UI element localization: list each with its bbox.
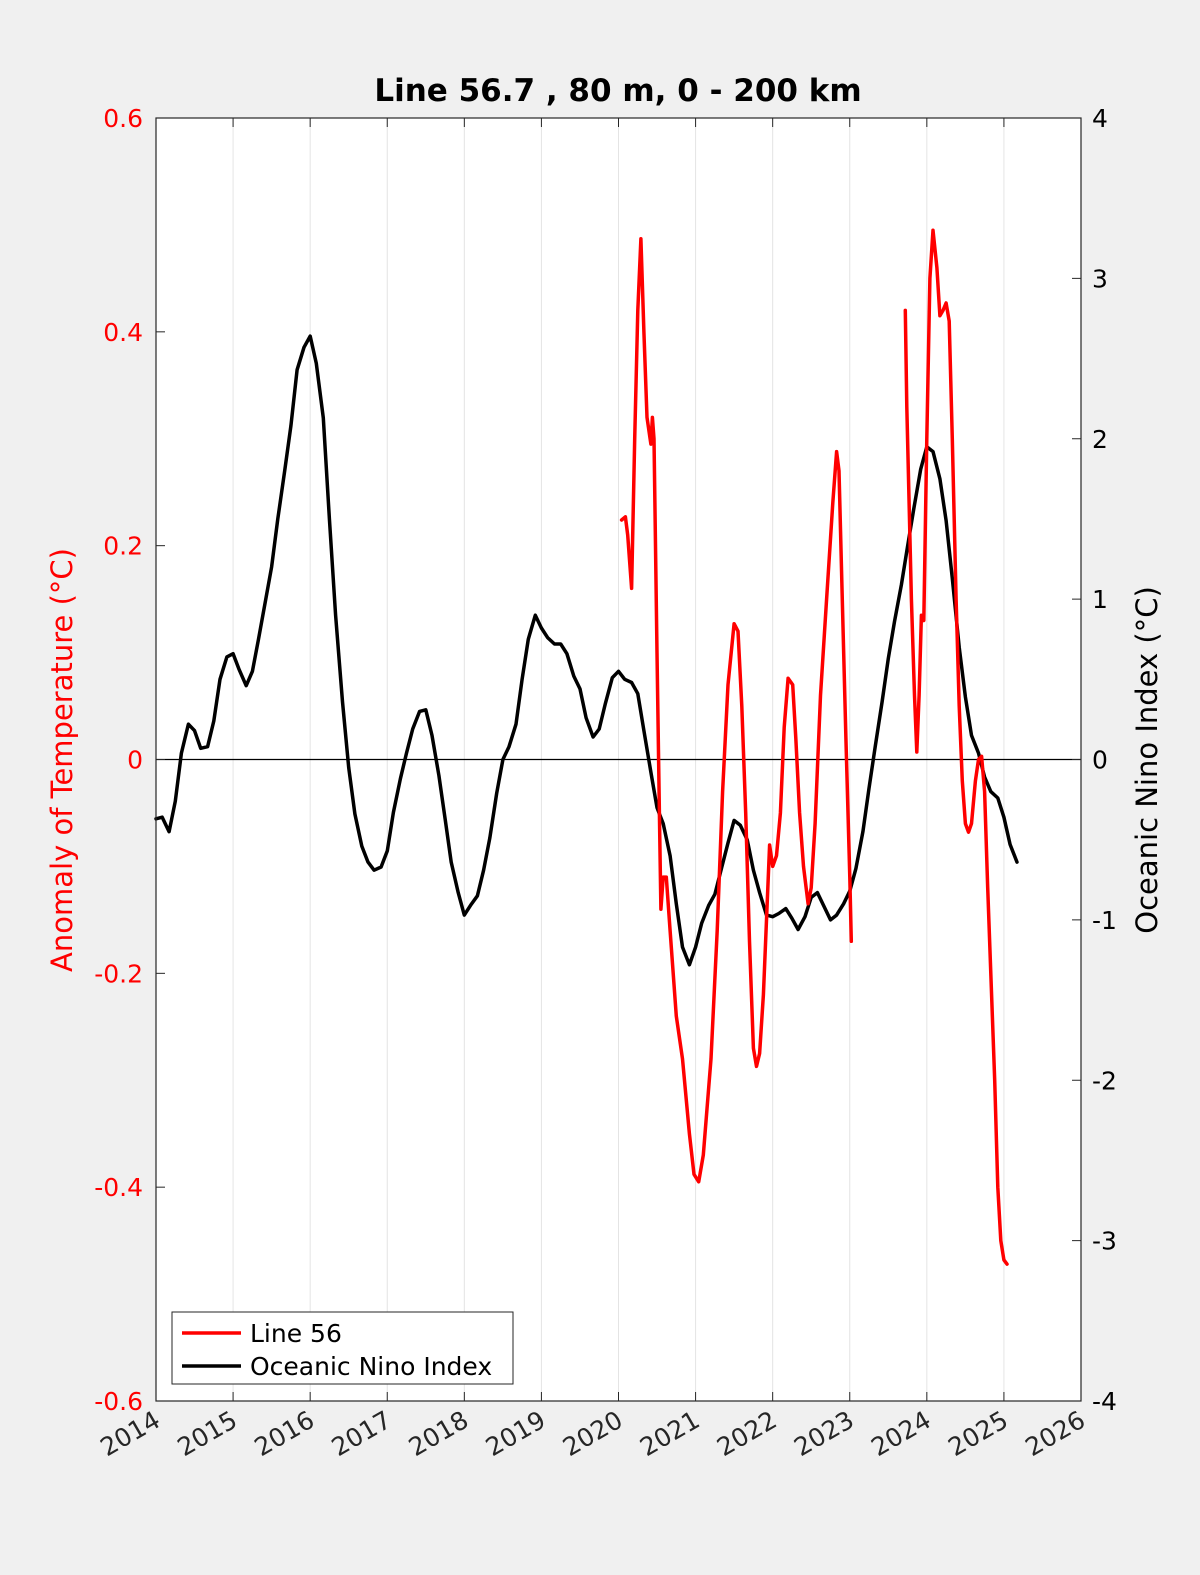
- legend-box: [171, 1311, 514, 1385]
- y-axis-right: 4 3 2 1 0 -1 -2 -3 -4: [1072, 104, 1117, 1416]
- y-axis-left: 0.6 0.4 0.2 0 -0.2 -0.4 -0.6: [94, 104, 165, 1416]
- series-line-line56-segment-2: [903, 228, 1009, 1266]
- y-right-tick-label: -1: [1092, 906, 1117, 935]
- y-right-tick-label: -3: [1092, 1227, 1117, 1256]
- y-left-tick-label: -0.4: [94, 1173, 143, 1202]
- y-right-tick-label: 2: [1092, 425, 1108, 454]
- x-tick-label: 2021: [635, 1405, 705, 1462]
- legend-label-oni: Oceanic Nino Index: [250, 1352, 492, 1381]
- x-tick-label: 2015: [172, 1405, 242, 1462]
- x-tick-label: 2023: [789, 1405, 859, 1462]
- y-right-tick-label: 1: [1092, 585, 1108, 614]
- legend-label-line56: Line 56: [250, 1319, 342, 1348]
- y-left-tick-label: 0.6: [103, 104, 143, 133]
- y-right-tick-label: 3: [1092, 264, 1108, 293]
- y-right-tick-label: 4: [1092, 104, 1108, 133]
- series-layer: [154, 228, 1019, 1266]
- x-tick-label: 2018: [404, 1405, 474, 1462]
- y-right-tick-label: 0: [1092, 746, 1108, 775]
- x-tick-label: 2026: [1020, 1405, 1090, 1462]
- series-line-line56-segment-1: [619, 237, 854, 1184]
- x-tick-label: 2024: [866, 1405, 936, 1462]
- y-left-tick-label: 0.2: [103, 532, 143, 561]
- x-tick-label: 2020: [558, 1405, 628, 1462]
- y-left-tick-label: -0.6: [94, 1387, 143, 1416]
- x-tick-label: 2016: [250, 1405, 320, 1462]
- x-tick-label: 2017: [327, 1405, 397, 1462]
- y-right-tick-label: -4: [1092, 1387, 1117, 1416]
- y-right-tick-label: -2: [1092, 1066, 1117, 1095]
- x-tick-label: 2019: [481, 1405, 551, 1462]
- chart-title: Line 56.7 , 80 m, 0 - 200 km: [374, 73, 861, 109]
- y-axis-left-label: Anomaly of Temperature (°C): [45, 548, 79, 972]
- y-axis-right-label: Oceanic Nino Index (°C): [1130, 586, 1164, 934]
- x-tick-label: 2025: [943, 1405, 1013, 1462]
- y-left-tick-label: 0: [127, 746, 143, 775]
- y-left-tick-label: -0.2: [94, 959, 143, 988]
- y-left-tick-label: 0.4: [103, 318, 143, 347]
- series-line-oceanic-nino-index: [154, 334, 1019, 967]
- legend: Line 56 Oceanic Nino Index: [171, 1311, 514, 1385]
- x-tick-label: 2022: [712, 1405, 782, 1462]
